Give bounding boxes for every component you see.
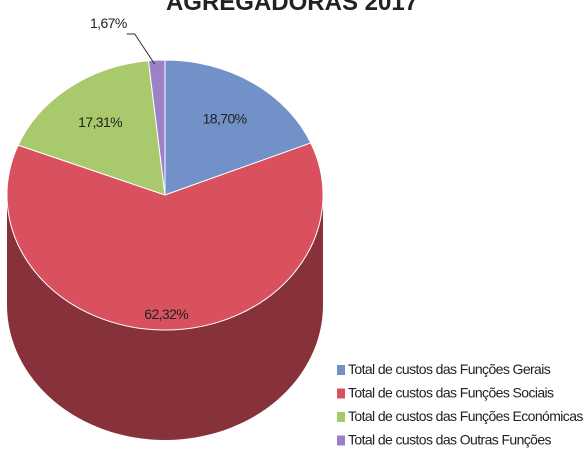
legend-label: Total de custos das Funções Gerais	[348, 361, 551, 377]
slice	[164, 59, 312, 196]
slice	[17, 60, 166, 196]
leader-line	[126, 33, 156, 65]
legend-swatch	[337, 412, 345, 422]
legend-swatch	[337, 388, 345, 399]
data-label: 17,31%	[78, 114, 122, 130]
data-label: 18,70%	[203, 111, 247, 127]
legend-label: Total de custos das Funções Sociais	[348, 385, 554, 401]
chart-title: AGREGADORAS 2017	[166, 0, 418, 16]
data-label: 62,32%	[144, 306, 188, 322]
data-label: 1,67%	[90, 15, 127, 31]
legend-swatch	[337, 365, 345, 375]
legend-label: Total de custos das Outras Funções	[348, 432, 552, 448]
slice	[147, 59, 166, 196]
legend-swatch	[337, 435, 345, 446]
slice-side	[7, 195, 323, 440]
slice	[6, 142, 324, 331]
legend-label: Total de custos das Funções Económicas	[348, 408, 583, 424]
